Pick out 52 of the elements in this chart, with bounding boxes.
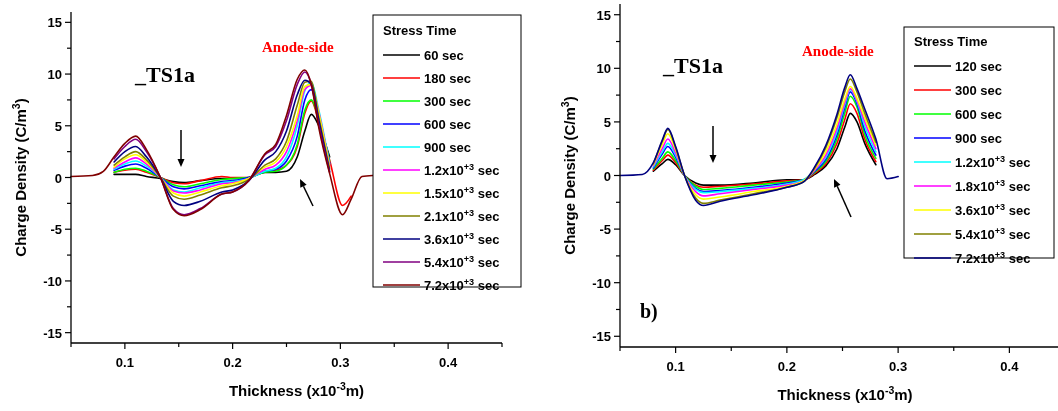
legend-label: 1.5x10$^{+3}$ sec xyxy=(424,185,500,201)
y-tick-label: -10 xyxy=(43,273,62,289)
legend-label: 3.6x10$^{+3}$ sec xyxy=(955,202,1031,218)
x-axis-title: Thickness (x10$^{-3}$m) xyxy=(777,384,913,403)
legend-title: Stress Time xyxy=(383,23,457,38)
x-tick-label: 0.1 xyxy=(666,359,685,374)
legend-label: 3.6x10$^{+3}$ sec xyxy=(424,231,500,247)
y-tick-label: 0 xyxy=(54,170,62,186)
legend-label: 5.4x10$^{+3}$ sec xyxy=(955,226,1031,242)
y-tick-label: 5 xyxy=(54,118,62,134)
y-tick-label: 0 xyxy=(603,168,611,184)
y-tick-label: -5 xyxy=(50,222,62,238)
legend-label: 900 sec xyxy=(955,131,1002,146)
legend-title: Stress Time xyxy=(914,34,988,49)
legend-label: 120 sec xyxy=(955,59,1002,74)
y-tick-label: -15 xyxy=(592,329,611,345)
y-tick-label: -15 xyxy=(43,325,62,341)
legend-label: 7.2x10$^{+3}$ sec xyxy=(424,277,500,293)
x-tick-label: 0.4 xyxy=(439,355,458,370)
y-tick-label: 10 xyxy=(47,67,62,83)
legend-label: 1.2x10$^{+3}$ sec xyxy=(955,154,1031,170)
y-tick-label: -5 xyxy=(599,222,611,238)
y-tick-label: 5 xyxy=(603,114,611,130)
legend-label: 300 sec xyxy=(424,94,471,109)
annotation: Anode-side xyxy=(262,39,335,55)
legend-label: 5.4x10$^{+3}$ sec xyxy=(424,254,500,270)
legend-label: 600 sec xyxy=(955,107,1002,122)
legend-label: 60 sec xyxy=(424,48,464,63)
legend-label: 300 sec xyxy=(955,83,1002,98)
y-tick-label: 15 xyxy=(596,7,611,23)
x-axis-title: Thickness (x10$^{-3}$m) xyxy=(228,380,365,399)
y-tick-label: 10 xyxy=(596,61,611,77)
legend-label: 600 sec xyxy=(424,117,471,132)
legend-label: 2.1x10$^{+3}$ sec xyxy=(424,208,500,224)
x-tick-label: 0.1 xyxy=(115,355,134,370)
x-tick-label: 0.3 xyxy=(331,355,350,370)
annotation: b) xyxy=(640,300,658,323)
legend-label: 180 sec xyxy=(424,71,471,86)
x-tick-label: 0.3 xyxy=(889,359,908,374)
x-tick-label: 0.2 xyxy=(777,359,796,374)
legend-label: 1.8x10$^{+3}$ sec xyxy=(955,178,1031,194)
line-series xyxy=(70,69,374,217)
annotation: Anode-side xyxy=(802,43,875,59)
y-tick-label: -10 xyxy=(592,275,611,291)
annotation: _TS1a xyxy=(662,53,723,78)
x-tick-label: 0.2 xyxy=(223,355,242,370)
y-tick-label: 15 xyxy=(47,15,62,31)
legend-label: 7.2x10$^{+3}$ sec xyxy=(955,250,1031,266)
x-tick-label: 0.4 xyxy=(1000,359,1020,374)
legend-label: 1.2x10$^{+3}$ sec xyxy=(424,162,500,178)
legend-label: 900 sec xyxy=(424,140,471,155)
annotation: _TS1a xyxy=(134,62,195,87)
